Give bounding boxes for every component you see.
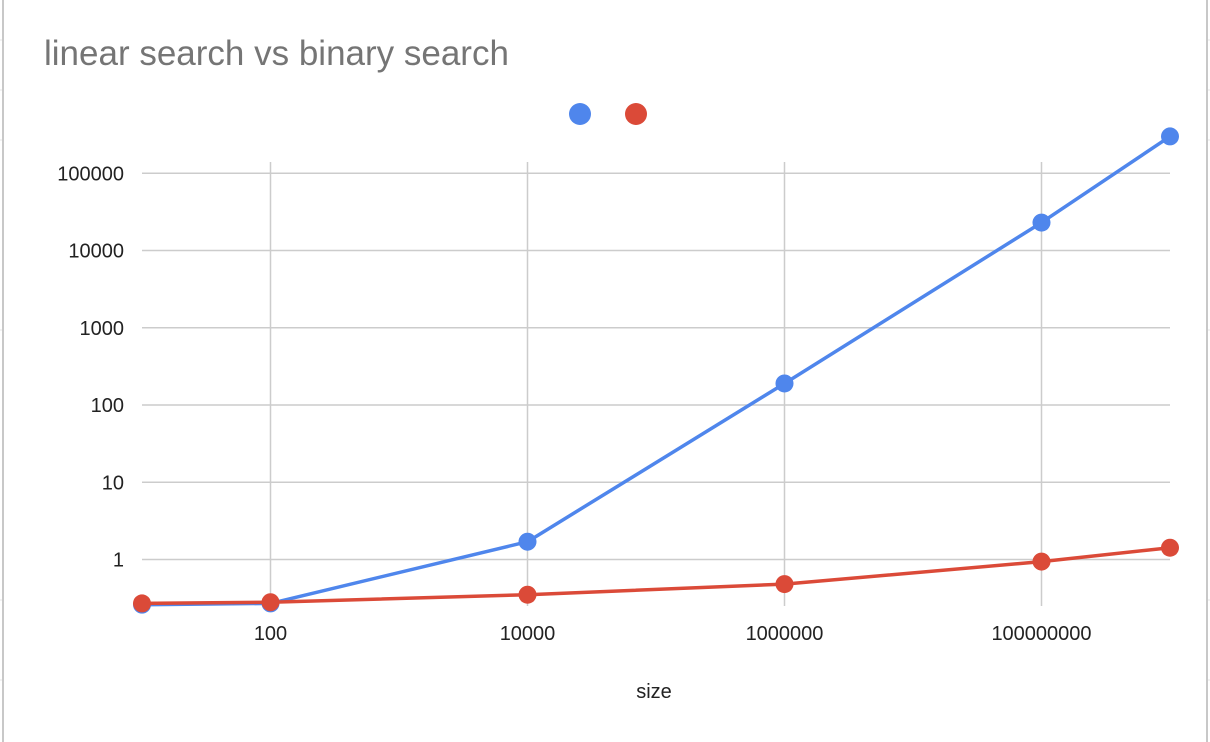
y-tick-label: 100000 xyxy=(57,163,124,185)
chart-title: linear search vs binary search xyxy=(44,34,509,73)
x-axis-title: size xyxy=(636,681,672,703)
series-2-point[interactable] xyxy=(775,575,794,594)
series-1-point[interactable] xyxy=(518,532,537,551)
series-2-line xyxy=(141,545,1171,606)
series-1-point[interactable] xyxy=(1161,127,1179,146)
series-layer xyxy=(133,127,1179,614)
y-tick-label: 10 xyxy=(102,472,124,494)
series-2-point[interactable] xyxy=(133,594,151,613)
legend xyxy=(569,103,647,125)
x-axis: 100 10000 1000000 100000000 xyxy=(254,623,1092,645)
series-1 xyxy=(133,127,1179,614)
series-2-point[interactable] xyxy=(1032,552,1051,571)
gridlines xyxy=(142,162,1170,606)
y-tick-label: 10000 xyxy=(68,241,124,263)
series-1-point[interactable] xyxy=(775,374,794,393)
x-tick-label: 100000000 xyxy=(991,623,1091,645)
series-1-point[interactable] xyxy=(1032,213,1051,232)
x-tick-label: 100 xyxy=(254,623,287,645)
y-tick-label: 100 xyxy=(91,395,124,417)
x-tick-label: 10000 xyxy=(500,623,556,645)
y-tick-label: 1 xyxy=(113,549,124,571)
y-axis: 1 10 100 1000 10000 100000 xyxy=(57,163,124,571)
legend-marker-2 xyxy=(625,103,647,125)
series-2-point[interactable] xyxy=(518,585,537,604)
series-2-point[interactable] xyxy=(261,593,280,612)
legend-marker-1 xyxy=(569,103,591,125)
series-2-point[interactable] xyxy=(1161,538,1179,557)
y-tick-label: 1000 xyxy=(80,318,125,340)
x-tick-label: 1000000 xyxy=(746,623,824,645)
series-1-line xyxy=(141,134,1171,607)
series-2 xyxy=(133,538,1179,613)
